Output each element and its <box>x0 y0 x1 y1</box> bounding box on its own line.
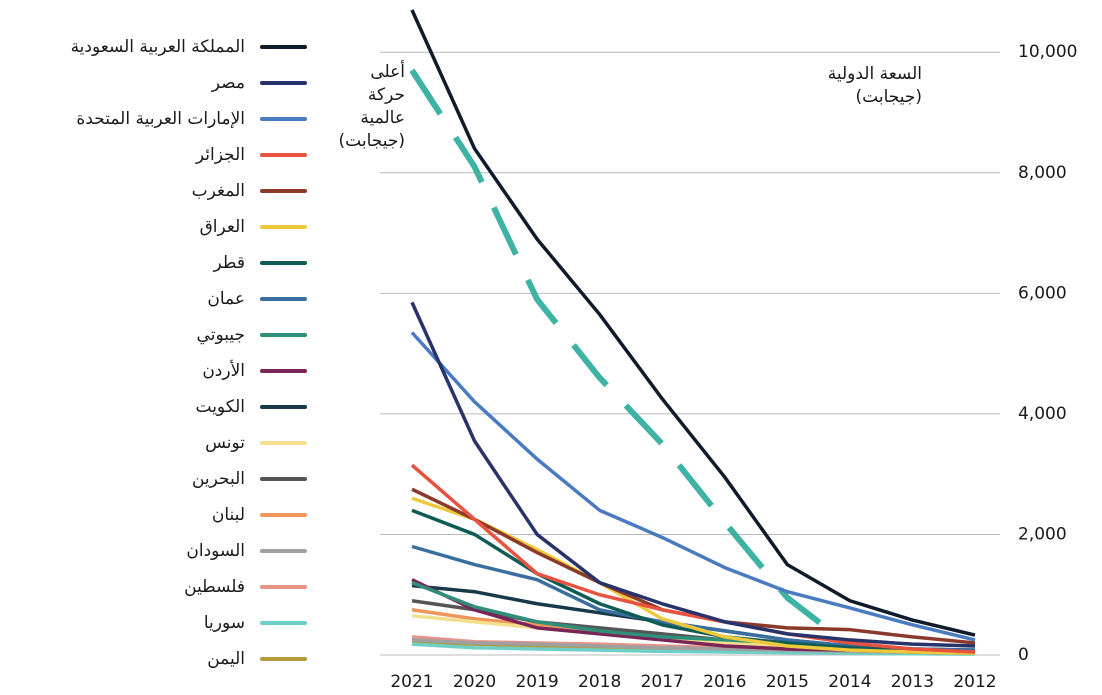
y-tick-label: 8,000 <box>1018 163 1067 183</box>
legend-label: سوريا <box>204 613 245 633</box>
legend-label: الأردن <box>202 360 245 381</box>
annotation: عالمية <box>360 108 405 128</box>
series-line <box>410 301 976 648</box>
y-tick-label: 2,000 <box>1018 524 1067 544</box>
x-tick-label: 2021 <box>390 672 433 692</box>
y-tick-label: 6,000 <box>1018 283 1067 303</box>
legend-label: قطر <box>213 253 245 273</box>
legend-label: الإمارات العربية المتحدة <box>76 109 245 129</box>
x-tick-label: 2016 <box>703 672 746 692</box>
dashed-line <box>409 68 852 649</box>
legend-label: فلسطين <box>184 577 245 597</box>
legend-label: عمان <box>207 289 245 309</box>
legend-label: المغرب <box>192 181 245 201</box>
series-line <box>410 9 976 637</box>
annotation: حركة <box>368 85 405 105</box>
legend-label: الكويت <box>196 397 246 417</box>
annotation: السعة الدولية <box>828 64 922 84</box>
legend-label: المملكة العربية السعودية <box>71 37 245 57</box>
y-tick-label: 10,000 <box>1018 42 1077 62</box>
series-line <box>410 331 976 642</box>
series-line <box>411 508 976 654</box>
y-tick-label: 0 <box>1018 645 1029 665</box>
y-tick-label: 4,000 <box>1018 404 1067 424</box>
legend-label: اليمن <box>207 649 245 669</box>
legend-label: لبنان <box>212 505 245 525</box>
legend-label: السودان <box>186 541 245 561</box>
annotation: (جيجابت) <box>339 131 405 151</box>
x-tick-label: 2014 <box>828 672 871 692</box>
x-tick-label: 2018 <box>578 672 621 692</box>
annotation: أعلى <box>370 60 405 82</box>
x-tick-label: 2020 <box>453 672 496 692</box>
x-tick-label: 2012 <box>953 672 996 692</box>
legend-label: البحرين <box>192 469 245 489</box>
legend-label: مصر <box>211 73 245 93</box>
legend-label: جيبوتي <box>197 325 245 345</box>
legend-label: العراق <box>200 217 245 237</box>
x-tick-label: 2015 <box>766 672 809 692</box>
legend-label: الجزائر <box>195 145 245 165</box>
series-line <box>411 642 976 656</box>
series-line <box>410 463 976 654</box>
x-tick-label: 2019 <box>515 672 558 692</box>
x-tick-label: 2017 <box>641 672 684 692</box>
annotation: (جيجابت) <box>856 87 922 107</box>
legend-label: تونس <box>205 433 245 453</box>
x-tick-label: 2013 <box>891 672 934 692</box>
